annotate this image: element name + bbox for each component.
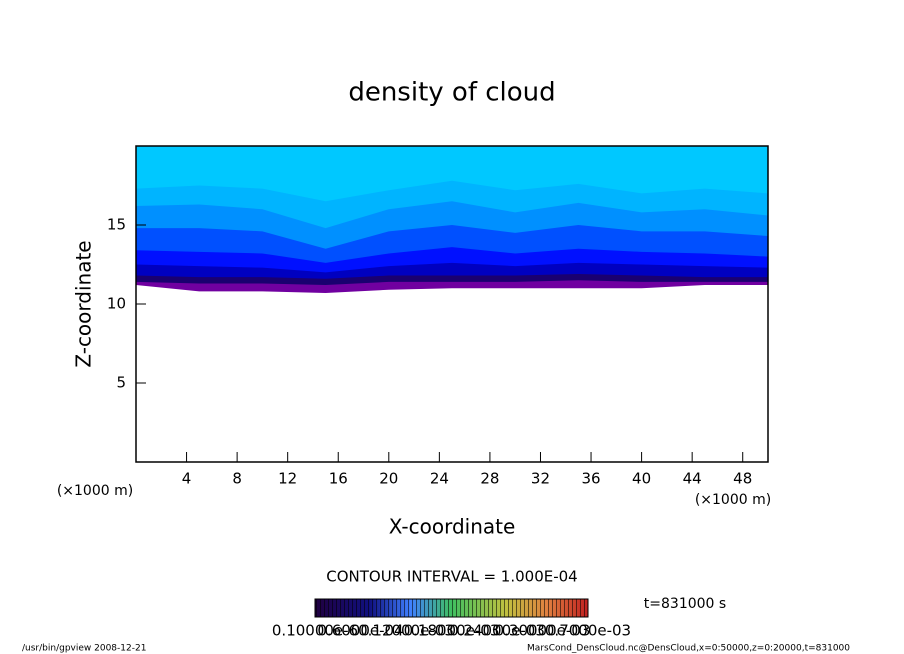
colorbar-labels: 0.10000e-60.6000e-040.12000e-030.18000e-… bbox=[272, 622, 631, 640]
contour-band bbox=[136, 146, 768, 202]
colorbar-label: 0.10000e-6 bbox=[272, 622, 358, 640]
colorbar-label: 0.6000e-04 bbox=[317, 622, 403, 640]
footer-right: MarsCond_DensCloud.nc@DensCloud,x=0:5000… bbox=[527, 644, 850, 654]
x-tick-label: 40 bbox=[632, 470, 651, 488]
x-tick-label: 12 bbox=[278, 470, 297, 488]
x-tick-label: 28 bbox=[480, 470, 499, 488]
y-axis-label: Z-coordinate bbox=[72, 240, 96, 367]
x-tick-label: 8 bbox=[232, 470, 242, 488]
time-label: t=831000 s bbox=[644, 596, 726, 612]
x-tick-label: 48 bbox=[733, 470, 752, 488]
colorbar-label: 0.24000e-03 bbox=[449, 622, 545, 640]
x-unit-left: (×1000 m) bbox=[57, 483, 133, 499]
colorbar-label: 0.18000e-03 bbox=[404, 622, 500, 640]
x-tick-label: 32 bbox=[531, 470, 550, 488]
y-tick-label: 15 bbox=[107, 216, 126, 234]
x-unit-right: (×1000 m) bbox=[695, 492, 771, 508]
x-axis-label: X-coordinate bbox=[389, 515, 516, 539]
footer-left: /usr/bin/gpview 2008-12-21 bbox=[22, 644, 146, 654]
colorbar-label: 0.12000e-03 bbox=[358, 622, 454, 640]
chart-title: density of cloud bbox=[348, 78, 555, 108]
x-tick-label: 24 bbox=[430, 470, 449, 488]
x-tick-label: 20 bbox=[379, 470, 398, 488]
x-tick-label: 16 bbox=[329, 470, 348, 488]
colorbar-lines bbox=[314, 598, 589, 618]
contour-interval: CONTOUR INTERVAL = 1.000E-04 bbox=[326, 568, 577, 586]
x-tick-label: 36 bbox=[581, 470, 600, 488]
colorbar-label: 0.30000e-03 bbox=[495, 622, 591, 640]
plot-area bbox=[136, 146, 768, 293]
y-tick-label: 5 bbox=[116, 374, 126, 392]
x-tick-label: 44 bbox=[683, 470, 702, 488]
colorbar-label: 0.7000e-03 bbox=[545, 622, 631, 640]
y-tick-label: 10 bbox=[107, 295, 126, 313]
x-tick-label: 4 bbox=[182, 470, 192, 488]
